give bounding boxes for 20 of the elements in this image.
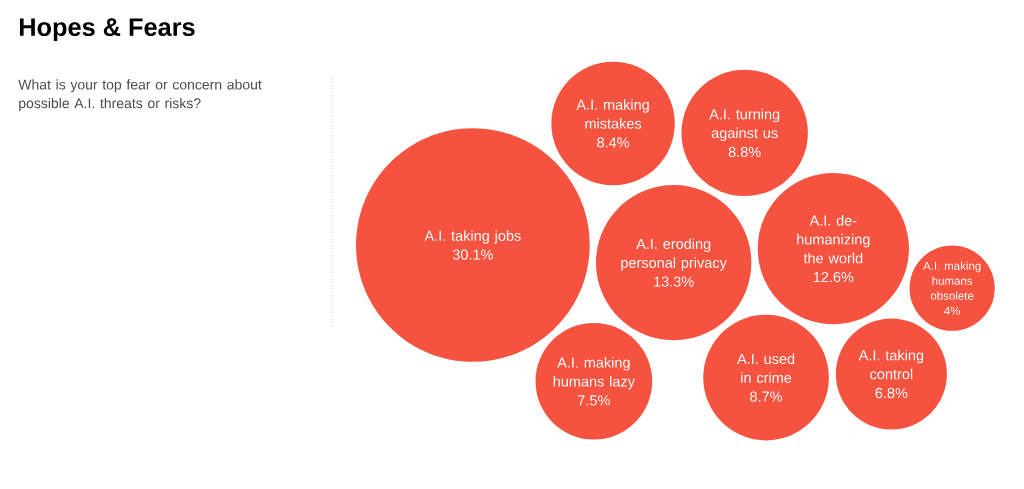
text: Hopes & Fears	[19, 18, 195, 42]
data-label: 7.5%	[578, 395, 610, 406]
data-label: 13.3%	[654, 276, 694, 287]
category-label: A.I. used in crime	[737, 353, 795, 383]
data-label: 4%	[944, 306, 961, 315]
text: What is your top fear or concern about possible A.I. threats or risks?	[18, 79, 262, 111]
category-label: A.I. eroding personal privacy	[621, 238, 727, 271]
category-label: A.I. taking jobs	[424, 230, 521, 244]
category-label: A.I. taking control	[858, 349, 924, 380]
data-label: 6.8%	[875, 387, 908, 399]
category-label: A.I. making mistakes	[576, 99, 649, 129]
category-label: A.I. making humans obsolete	[923, 261, 981, 300]
data-label: 8.7%	[750, 391, 783, 402]
category-label: A.I. making humans lazy	[553, 357, 635, 390]
data-label: 8.4%	[597, 137, 630, 148]
category-label: A.I. de-humanizing the world	[797, 214, 870, 264]
category-label: A.I. turning against us	[709, 108, 780, 142]
data-label: 30.1%	[452, 249, 493, 260]
data-label: 8.8%	[728, 146, 761, 158]
data-label: 12.6%	[813, 271, 854, 283]
